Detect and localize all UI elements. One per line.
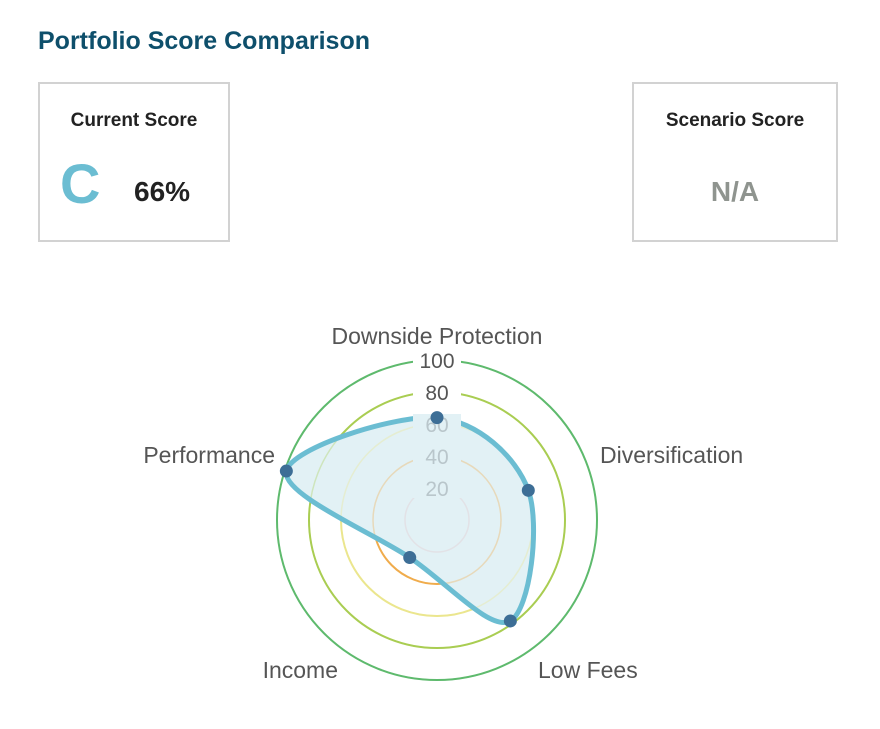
scenario-score-card: Scenario Score N/A (632, 82, 838, 242)
tick-label-80: 80 (425, 382, 448, 405)
page-title: Portfolio Score Comparison (38, 27, 370, 55)
data-point-low-fees[interactable] (503, 614, 517, 628)
axis-label-income: Income (263, 657, 338, 683)
tick-label-20: 20 (425, 478, 448, 501)
tick-label-100: 100 (419, 350, 454, 373)
data-point-performance[interactable] (279, 464, 293, 478)
scenario-score-value: N/A (710, 176, 760, 207)
axis-label-downside-protection: Downside Protection (332, 323, 543, 349)
current-score-grade: C (60, 152, 101, 215)
scenario-score-label: Scenario Score (665, 110, 805, 131)
tick-label-40: 40 (425, 446, 448, 469)
axis-label-performance: Performance (143, 442, 275, 468)
current-score-percent: 66% (134, 176, 191, 207)
radar-series-area (286, 417, 534, 623)
axis-label-low-fees: Low Fees (538, 657, 638, 683)
current-score-label: Current Score (70, 110, 198, 131)
data-point-downside-protection[interactable] (430, 411, 444, 425)
data-point-income[interactable] (403, 551, 417, 565)
radar-axis-labels: Downside Protection Diversification Low Fe… (143, 323, 743, 683)
data-point-diversification[interactable] (521, 483, 535, 497)
current-score-card: Current Score C 66% (38, 82, 230, 242)
axis-label-diversification: Diversification (600, 442, 743, 468)
radar-data-points (279, 411, 535, 628)
